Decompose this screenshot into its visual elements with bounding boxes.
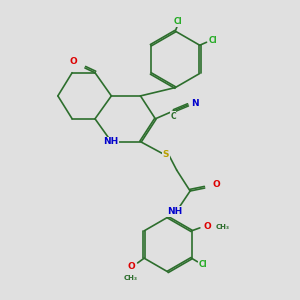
Text: Cl: Cl — [173, 17, 182, 26]
Text: O: O — [128, 262, 136, 271]
Text: CH₃: CH₃ — [123, 275, 137, 281]
Text: S: S — [163, 150, 169, 159]
Text: O: O — [70, 57, 77, 66]
Text: Cl: Cl — [209, 36, 218, 45]
Text: C: C — [170, 112, 176, 121]
Text: O: O — [213, 180, 220, 189]
Text: CH₃: CH₃ — [215, 224, 229, 230]
Text: N: N — [191, 99, 198, 108]
Text: O: O — [203, 222, 211, 231]
Text: NH: NH — [167, 207, 182, 216]
Text: NH: NH — [103, 137, 118, 146]
Text: Cl: Cl — [199, 260, 207, 269]
